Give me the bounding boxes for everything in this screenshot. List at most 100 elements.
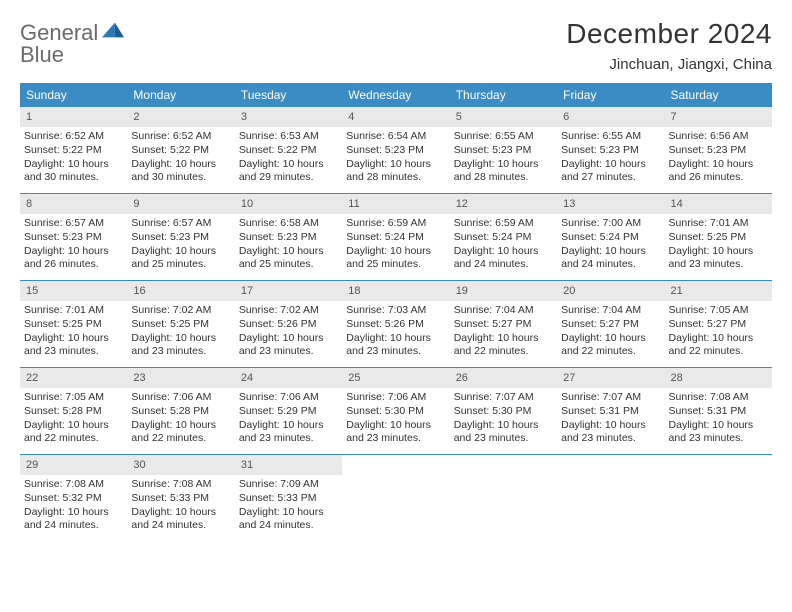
sunrise-line: Sunrise: 6:59 AM bbox=[346, 217, 445, 231]
sunset-line: Sunset: 5:23 PM bbox=[346, 144, 445, 158]
sunrise-line: Sunrise: 6:58 AM bbox=[239, 217, 338, 231]
calendar-day: 10Sunrise: 6:58 AMSunset: 5:23 PMDayligh… bbox=[235, 194, 342, 280]
daylight-line: Daylight: 10 hours and 22 minutes. bbox=[454, 332, 553, 359]
daylight-line: Daylight: 10 hours and 22 minutes. bbox=[669, 332, 768, 359]
sunrise-line: Sunrise: 7:01 AM bbox=[24, 304, 123, 318]
day-number: 28 bbox=[665, 368, 772, 388]
day-number: 27 bbox=[557, 368, 664, 388]
day-number: 18 bbox=[342, 281, 449, 301]
daylight-line: Daylight: 10 hours and 24 minutes. bbox=[454, 245, 553, 272]
calendar: Sunday Monday Tuesday Wednesday Thursday… bbox=[20, 83, 772, 537]
day-number: 20 bbox=[557, 281, 664, 301]
daylight-line: Daylight: 10 hours and 29 minutes. bbox=[239, 158, 338, 185]
calendar-day: 20 Sunrise: 7:04 AMSunset: 5:27 PMDayligh… bbox=[557, 281, 664, 367]
location: Jinchuan, Jiangxi, China bbox=[566, 56, 772, 73]
calendar-day: 1Sunrise: 6:52 AMSunset: 5:22 PMDaylight… bbox=[20, 107, 127, 193]
day-number: 9 bbox=[127, 194, 234, 214]
sunset-line: Sunset: 5:31 PM bbox=[561, 405, 660, 419]
sunset-line: Sunset: 5:22 PM bbox=[24, 144, 123, 158]
day-number: 30 bbox=[127, 455, 234, 475]
sunset-line: Sunset: 5:23 PM bbox=[454, 144, 553, 158]
calendar-day: 8Sunrise: 6:57 AMSunset: 5:23 PMDaylight… bbox=[20, 194, 127, 280]
sunset-line: Sunset: 5:23 PM bbox=[669, 144, 768, 158]
logo: General Blue bbox=[20, 18, 124, 66]
daylight-line: Daylight: 10 hours and 24 minutes. bbox=[239, 506, 338, 533]
daylight-line: Daylight: 10 hours and 23 minutes. bbox=[346, 332, 445, 359]
sunrise-line: Sunrise: 7:09 AM bbox=[239, 478, 338, 492]
sunset-line: Sunset: 5:27 PM bbox=[561, 318, 660, 332]
sunset-line: Sunset: 5:23 PM bbox=[131, 231, 230, 245]
sunrise-line: Sunrise: 7:02 AM bbox=[239, 304, 338, 318]
calendar-day: 28Sunrise: 7:08 AMSunset: 5:31 PMDayligh… bbox=[665, 368, 772, 454]
calendar-week: 1Sunrise: 6:52 AMSunset: 5:22 PMDaylight… bbox=[20, 107, 772, 193]
calendar-day: 4Sunrise: 6:54 AMSunset: 5:23 PMDaylight… bbox=[342, 107, 449, 193]
daylight-line: Daylight: 10 hours and 25 minutes. bbox=[239, 245, 338, 272]
daylight-line: Daylight: 10 hours and 23 minutes. bbox=[239, 332, 338, 359]
day-number: 3 bbox=[235, 107, 342, 127]
calendar-day bbox=[665, 455, 772, 537]
calendar-day: 15Sunrise: 7:01 AMSunset: 5:25 PMDayligh… bbox=[20, 281, 127, 367]
day-number: 10 bbox=[235, 194, 342, 214]
sunrise-line: Sunrise: 7:01 AM bbox=[669, 217, 768, 231]
sunset-line: Sunset: 5:30 PM bbox=[454, 405, 553, 419]
sunrise-line: Sunrise: 7:06 AM bbox=[131, 391, 230, 405]
sunrise-line: Sunrise: 7:07 AM bbox=[561, 391, 660, 405]
daylight-line: Daylight: 10 hours and 23 minutes. bbox=[346, 419, 445, 446]
calendar-day: 9Sunrise: 6:57 AMSunset: 5:23 PMDaylight… bbox=[127, 194, 234, 280]
calendar-day: 24Sunrise: 7:06 AMSunset: 5:29 PMDayligh… bbox=[235, 368, 342, 454]
sunset-line: Sunset: 5:28 PM bbox=[24, 405, 123, 419]
dow-friday: Friday bbox=[557, 83, 664, 107]
sunset-line: Sunset: 5:30 PM bbox=[346, 405, 445, 419]
sunset-line: Sunset: 5:23 PM bbox=[561, 144, 660, 158]
sunrise-line: Sunrise: 6:55 AM bbox=[561, 130, 660, 144]
day-number: 17 bbox=[235, 281, 342, 301]
sunset-line: Sunset: 5:25 PM bbox=[24, 318, 123, 332]
sunrise-line: Sunrise: 7:08 AM bbox=[131, 478, 230, 492]
sunrise-line: Sunrise: 7:08 AM bbox=[669, 391, 768, 405]
sunrise-line: Sunrise: 7:04 AM bbox=[561, 304, 660, 318]
day-number: 21 bbox=[665, 281, 772, 301]
calendar-day: 31Sunrise: 7:09 AMSunset: 5:33 PMDayligh… bbox=[235, 455, 342, 537]
calendar-day: 2Sunrise: 6:52 AMSunset: 5:22 PMDaylight… bbox=[127, 107, 234, 193]
sunset-line: Sunset: 5:23 PM bbox=[24, 231, 123, 245]
calendar-day: 26Sunrise: 7:07 AMSunset: 5:30 PMDayligh… bbox=[450, 368, 557, 454]
sunrise-line: Sunrise: 6:59 AM bbox=[454, 217, 553, 231]
sunrise-line: Sunrise: 7:08 AM bbox=[24, 478, 123, 492]
dow-monday: Monday bbox=[127, 83, 234, 107]
calendar-day: 29Sunrise: 7:08 AMSunset: 5:32 PMDayligh… bbox=[20, 455, 127, 537]
daylight-line: Daylight: 10 hours and 22 minutes. bbox=[561, 332, 660, 359]
calendar-day: 25Sunrise: 7:06 AMSunset: 5:30 PMDayligh… bbox=[342, 368, 449, 454]
dow-sunday: Sunday bbox=[20, 83, 127, 107]
daylight-line: Daylight: 10 hours and 30 minutes. bbox=[24, 158, 123, 185]
calendar-week: 8Sunrise: 6:57 AMSunset: 5:23 PMDaylight… bbox=[20, 193, 772, 280]
day-number: 22 bbox=[20, 368, 127, 388]
daylight-line: Daylight: 10 hours and 25 minutes. bbox=[131, 245, 230, 272]
daylight-line: Daylight: 10 hours and 23 minutes. bbox=[24, 332, 123, 359]
sunrise-line: Sunrise: 7:07 AM bbox=[454, 391, 553, 405]
daylight-line: Daylight: 10 hours and 25 minutes. bbox=[346, 245, 445, 272]
day-number: 8 bbox=[20, 194, 127, 214]
header: General Blue December 2024 Jinchuan, Jia… bbox=[20, 18, 772, 79]
dow-saturday: Saturday bbox=[665, 83, 772, 107]
sunrise-line: Sunrise: 7:02 AM bbox=[131, 304, 230, 318]
sunset-line: Sunset: 5:24 PM bbox=[561, 231, 660, 245]
calendar-day: 7Sunrise: 6:56 AMSunset: 5:23 PMDaylight… bbox=[665, 107, 772, 193]
day-number: 7 bbox=[665, 107, 772, 127]
calendar-day: 5Sunrise: 6:55 AMSunset: 5:23 PMDaylight… bbox=[450, 107, 557, 193]
sunrise-line: Sunrise: 7:06 AM bbox=[346, 391, 445, 405]
calendar-day: 22Sunrise: 7:05 AMSunset: 5:28 PMDayligh… bbox=[20, 368, 127, 454]
calendar-day bbox=[557, 455, 664, 537]
sunrise-line: Sunrise: 6:52 AM bbox=[131, 130, 230, 144]
dow-thursday: Thursday bbox=[450, 83, 557, 107]
calendar-day: 21Sunrise: 7:05 AMSunset: 5:27 PMDayligh… bbox=[665, 281, 772, 367]
daylight-line: Daylight: 10 hours and 22 minutes. bbox=[24, 419, 123, 446]
calendar-day bbox=[342, 455, 449, 537]
day-number: 12 bbox=[450, 194, 557, 214]
calendar-day: 23Sunrise: 7:06 AMSunset: 5:28 PMDayligh… bbox=[127, 368, 234, 454]
calendar-day: 3Sunrise: 6:53 AMSunset: 5:22 PMDaylight… bbox=[235, 107, 342, 193]
daylight-line: Daylight: 10 hours and 27 minutes. bbox=[561, 158, 660, 185]
weeks-container: 1Sunrise: 6:52 AMSunset: 5:22 PMDaylight… bbox=[20, 107, 772, 537]
daylight-line: Daylight: 10 hours and 26 minutes. bbox=[669, 158, 768, 185]
daylight-line: Daylight: 10 hours and 23 minutes. bbox=[454, 419, 553, 446]
sunset-line: Sunset: 5:22 PM bbox=[239, 144, 338, 158]
